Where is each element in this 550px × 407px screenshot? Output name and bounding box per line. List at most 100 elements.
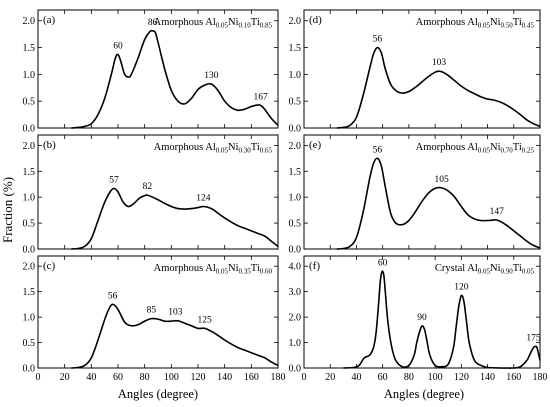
subscript: 0.10: [239, 22, 252, 30]
y-tick-label: 2.0: [23, 16, 36, 27]
series-line: [71, 187, 279, 250]
subscript: 0.50: [501, 22, 514, 30]
y-tick-label: 0.0: [289, 245, 302, 256]
peak-label: 120: [454, 282, 469, 292]
label-text: Amorphous Al: [416, 142, 478, 153]
peak-label: 56: [373, 145, 383, 155]
peak-label: 175: [526, 333, 541, 343]
subscript: 0.30: [239, 147, 252, 155]
plot-frame: [37, 134, 279, 250]
y-tick-label: 2.0: [289, 16, 302, 27]
y-tick-label: 4.0: [289, 262, 302, 273]
y-tick-label: 0.0: [23, 245, 36, 256]
label-text: Crystal Al: [435, 263, 478, 274]
peak-label: 125: [198, 315, 213, 325]
subscript: 0.05: [216, 22, 229, 30]
plot-frame: [37, 255, 279, 369]
y-tick-label: 1.0: [23, 313, 36, 324]
peak-label: 57: [109, 175, 119, 185]
peak-label: 130: [204, 71, 219, 81]
subscript: 0.05: [478, 268, 491, 276]
label-text: Amorphous Al: [416, 17, 478, 28]
x-tick-label: 40: [86, 372, 96, 383]
x-tick-label: 20: [60, 372, 70, 383]
label-text: Amorphous Al: [154, 263, 216, 274]
x-tick-label: 20: [325, 372, 335, 383]
peak-label: 147: [490, 207, 505, 217]
subscript: 0.60: [260, 268, 273, 276]
x-tick-label: 120: [454, 372, 469, 383]
subscript: 0.45: [522, 22, 535, 30]
panel-label: (e): [309, 139, 322, 151]
peak-label: 124: [196, 194, 211, 204]
y-tick-label: 1.5: [23, 287, 36, 298]
x-tick-label: 140: [217, 372, 232, 383]
y-tick-label: 2.0: [23, 262, 36, 273]
y-tick-label: 1.5: [23, 167, 36, 178]
panel-b: 0.0 0.5 1.0 1.5 2.0 (b) Amorphous Al0.05Ni0.30…: [23, 134, 279, 256]
composition-label: Crystal Al0.05Ni0.90Ti0.05: [435, 263, 535, 276]
subscript: 0.65: [260, 147, 273, 155]
subscript: 0.25: [522, 147, 535, 155]
panel-label: (d): [309, 14, 322, 26]
peak-label: 105: [435, 175, 450, 185]
y-tick-label: 1.5: [289, 167, 302, 178]
x-tick-label: 40: [351, 372, 361, 383]
y-tick-label: 1.5: [289, 43, 302, 54]
x-tick-label: 0: [302, 372, 307, 383]
subscript: 0.35: [239, 268, 252, 276]
x-tick-label: 160: [244, 372, 259, 383]
label-text: Ni: [490, 142, 501, 153]
label-text: Ti: [513, 142, 522, 153]
plot-frame: [303, 255, 541, 369]
label-text: Ti: [513, 263, 522, 274]
y-tick-label: 0.0: [289, 124, 302, 135]
peak-label: 167: [254, 92, 269, 102]
panel-label: (f): [309, 260, 320, 272]
y-tick-label: 3.0: [289, 287, 302, 298]
y-axis-title: Fraction (%): [0, 177, 15, 243]
y-tick-label: 0.0: [289, 364, 302, 375]
label-text: Ti: [251, 17, 260, 28]
label-text: Amorphous Al: [154, 17, 216, 28]
label-text: Ti: [513, 17, 522, 28]
peak-label: 60: [113, 42, 123, 52]
peak-label: 56: [373, 35, 383, 45]
label-text: Ti: [251, 263, 260, 274]
x-tick-label: 180: [533, 372, 548, 383]
series-line: [336, 157, 541, 250]
x-tick-label: 0: [36, 372, 41, 383]
plot-frame: [37, 9, 279, 129]
plot-frame: [303, 134, 541, 250]
x-axis-title-left: Angles (degree): [118, 387, 198, 401]
panels: 0.00.51.01.52.0 (a) Amorphous Al0.05Ni0.10…: [23, 9, 548, 383]
subscript: 0.05: [522, 268, 535, 276]
y-tick-label: 0.5: [23, 338, 36, 349]
panel-label: (a): [43, 14, 56, 26]
peak-label: 103: [432, 58, 447, 68]
subscript: 0.70: [501, 147, 514, 155]
label-text: Ni: [490, 263, 501, 274]
peak-label: 103: [168, 308, 183, 318]
x-axis-title-right: Angles (degree): [384, 387, 464, 401]
subscript: 0.05: [216, 147, 229, 155]
panel-label: (c): [43, 260, 56, 272]
series-line: [336, 46, 541, 129]
label-text: Ti: [251, 142, 260, 153]
y-tick-label: 0.5: [289, 219, 302, 230]
panel-label: (b): [43, 139, 56, 151]
label-text: Amorphous Al: [154, 142, 216, 153]
y-tick-label: 0.0: [23, 364, 36, 375]
x-tick-label: 80: [404, 372, 414, 383]
panel-f: 0 20 40 60 80 100 120 140 160 180 0.0 1.0 2.0 3.0 4.0 (…: [289, 255, 548, 383]
x-tick-label: 100: [164, 372, 179, 383]
peak-label: 60: [378, 258, 388, 268]
subscript: 0.05: [216, 268, 229, 276]
series-line: [71, 303, 279, 369]
label-text: Ni: [228, 142, 239, 153]
x-tick-label: 160: [506, 372, 521, 383]
plot-frame: [303, 9, 541, 129]
y-tick-label: 0.5: [289, 97, 302, 108]
composition-label: Amorphous Al0.05Ni0.30Ti0.65: [154, 142, 273, 155]
